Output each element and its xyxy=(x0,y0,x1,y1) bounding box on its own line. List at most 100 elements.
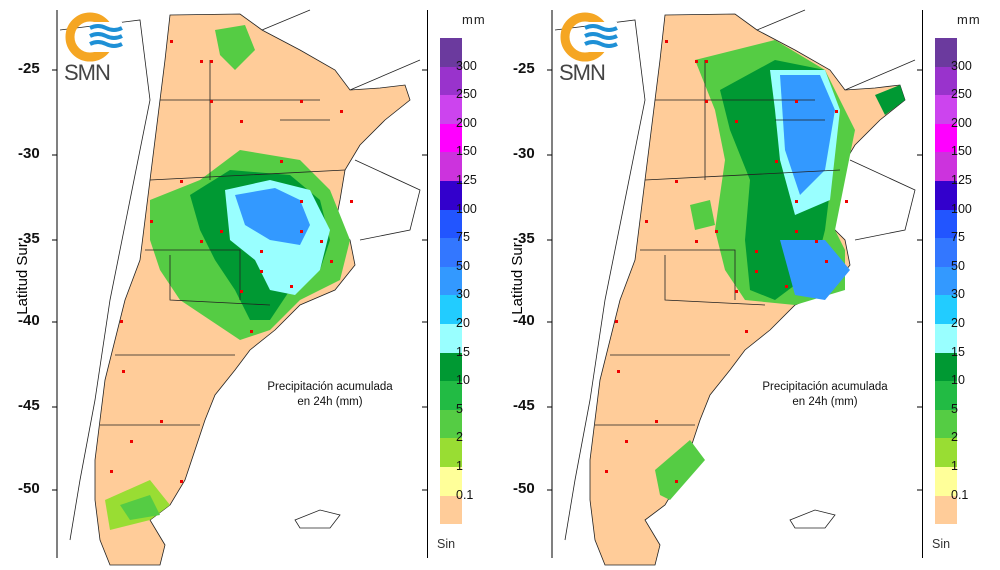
smn-logo-icon xyxy=(560,12,618,62)
legend-swatch xyxy=(935,66,957,96)
legend-label: 30 xyxy=(951,287,965,302)
station-marker xyxy=(795,230,798,233)
station-marker xyxy=(180,480,183,483)
legend-label: 50 xyxy=(456,258,470,273)
station-marker xyxy=(695,60,698,63)
station-marker xyxy=(340,110,343,113)
legend-label: 200 xyxy=(951,115,972,130)
station-marker xyxy=(330,260,333,263)
station-marker xyxy=(130,440,133,443)
y-tick-label: -40 xyxy=(513,312,535,329)
y-tick-label: -40 xyxy=(18,312,40,329)
station-marker xyxy=(705,100,708,103)
province-borders xyxy=(595,60,841,426)
legend-unit: mm xyxy=(957,12,981,27)
y-tick-label: -30 xyxy=(513,145,535,162)
legend-swatch xyxy=(440,409,462,439)
station-marker xyxy=(755,270,758,273)
legend-label: 150 xyxy=(456,144,477,159)
malvinas-islands xyxy=(789,509,836,529)
legend-swatch xyxy=(440,123,462,153)
color-legend xyxy=(440,38,462,525)
caption-line-2: en 24h (mm) xyxy=(792,396,858,408)
neighbor-borders xyxy=(261,9,421,241)
station-marker xyxy=(745,330,748,333)
legend-swatch xyxy=(935,466,957,496)
precip-map-right: SMN Latitud Sur -25 -30 -35 -40 -45 -50 Precipit… xyxy=(495,0,990,570)
legend-label: 0.1 xyxy=(456,487,474,502)
precip-region xyxy=(655,440,705,500)
station-marker xyxy=(715,230,718,233)
station-marker xyxy=(290,285,293,288)
legend-label: 300 xyxy=(951,58,972,73)
station-marker xyxy=(625,440,628,443)
y-tick-label: -45 xyxy=(513,397,535,414)
legend-axis-line xyxy=(427,10,428,558)
precip-region xyxy=(215,25,255,70)
caption-line-1: Precipitación acumulada xyxy=(762,381,888,393)
caption-line-2: en 24h (mm) xyxy=(297,396,363,408)
station-marker xyxy=(180,180,183,183)
legend-label: 15 xyxy=(456,344,470,359)
station-marker xyxy=(835,110,838,113)
station-marker xyxy=(200,240,203,243)
station-marker xyxy=(675,180,678,183)
smn-logo-icon xyxy=(65,12,123,62)
legend-label: 30 xyxy=(456,287,470,302)
neighbor-borders xyxy=(756,9,916,241)
color-legend xyxy=(935,38,957,525)
legend-swatch xyxy=(440,495,462,525)
legend-swatch xyxy=(440,152,462,181)
station-marker xyxy=(665,40,668,43)
station-marker xyxy=(320,240,323,243)
legend-swatch xyxy=(440,209,462,239)
legend-swatch xyxy=(935,152,957,181)
legend-label: 100 xyxy=(951,201,972,216)
station-marker xyxy=(260,270,263,273)
legend-swatch xyxy=(935,266,957,296)
legend-swatch xyxy=(935,438,957,467)
legend-label: 250 xyxy=(951,87,972,102)
station-marker xyxy=(350,200,353,203)
legend-swatch xyxy=(440,323,462,353)
legend-label: 50 xyxy=(951,258,965,273)
y-tick-label: -35 xyxy=(513,230,535,247)
station-marker xyxy=(160,420,163,423)
legend-label: 125 xyxy=(456,173,477,187)
legend-swatch xyxy=(440,438,462,467)
province-borders xyxy=(100,60,346,426)
legend-swatch xyxy=(935,95,957,124)
station-marker xyxy=(280,160,283,163)
legend-swatch xyxy=(935,238,957,267)
station-marker xyxy=(695,240,698,243)
malvinas-islands xyxy=(294,509,341,529)
precip-region xyxy=(780,240,850,300)
station-marker xyxy=(735,120,738,123)
legend-swatch xyxy=(935,495,957,525)
legend-label: 10 xyxy=(951,373,965,388)
station-marker xyxy=(617,370,620,373)
legend-swatch xyxy=(935,180,957,210)
y-tick-label: -30 xyxy=(18,145,40,162)
station-marker xyxy=(825,260,828,263)
logo-text: SMN xyxy=(64,60,111,85)
y-tick-label: -25 xyxy=(513,60,535,77)
chile-border xyxy=(554,19,646,541)
station-marker xyxy=(240,290,243,293)
map-caption: Precipitación acumulada en 24h (mm) xyxy=(740,380,910,410)
station-marker xyxy=(775,160,778,163)
y-axis-label: Latitud Sur xyxy=(508,242,526,315)
y-axis-label: Latitud Sur xyxy=(13,242,31,315)
legend-label: 250 xyxy=(456,87,477,102)
station-marker xyxy=(645,220,648,223)
legend-swatch xyxy=(440,381,462,410)
legend-label: 5 xyxy=(456,401,463,416)
legend-label: 75 xyxy=(456,230,470,245)
legend-swatch xyxy=(440,180,462,210)
legend-label: 300 xyxy=(456,58,477,73)
station-marker xyxy=(815,240,818,243)
station-marker xyxy=(210,60,213,63)
legend-swatch xyxy=(440,266,462,296)
legend-label: 2 xyxy=(951,430,958,445)
legend-swatch xyxy=(935,123,957,153)
